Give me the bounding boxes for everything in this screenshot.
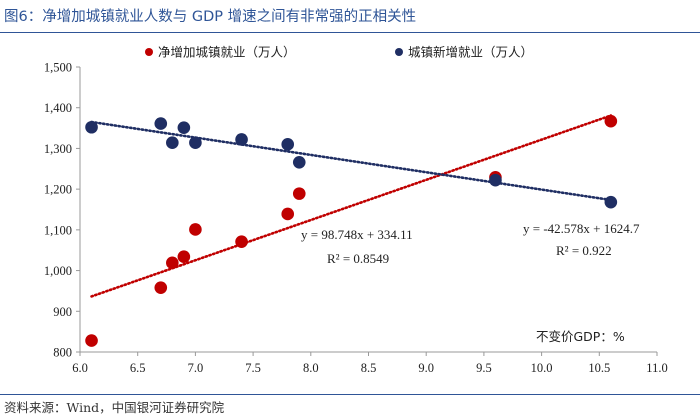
y-tick-label: 1,100: [44, 223, 72, 237]
y-tick-label: 800: [53, 346, 72, 360]
trend-equation-red: y = 98.748x + 334.11 R² = 0.8549: [301, 227, 413, 266]
data-point-red[interactable]: [281, 207, 295, 221]
x-tick-label: 10.5: [588, 361, 610, 375]
x-tick-label: 11.0: [646, 361, 667, 375]
source-note: 资料来源：Wind，中国银河证券研究院: [4, 400, 225, 415]
data-point-blue[interactable]: [489, 173, 502, 187]
data-point-blue[interactable]: [154, 117, 168, 130]
y-tick-label: 1,000: [44, 264, 72, 278]
r2-blue: R² = 0.922: [556, 243, 612, 258]
data-point-blue[interactable]: [235, 133, 248, 146]
legend-item-net-employment[interactable]: 净增加城镇就业（万人）: [145, 45, 296, 60]
equation-blue: y = -42.578x + 1624.7: [523, 221, 640, 236]
legend: 净增加城镇就业（万人） 城镇新增就业（万人）: [145, 45, 533, 60]
data-point-red[interactable]: [292, 187, 306, 200]
data-point-blue[interactable]: [177, 121, 191, 134]
x-tick-label: 6.0: [72, 361, 88, 375]
data-point-red[interactable]: [177, 250, 191, 264]
axes: [79, 67, 657, 353]
data-point-blue[interactable]: [189, 136, 202, 150]
y-tick-labels: 800 900 1,000 1,100 1,200 1,300 1,400 1,500: [44, 61, 80, 360]
x-tick-label: 9.0: [418, 361, 434, 375]
trendline-red: [90, 114, 613, 298]
x-tick-label: 8.0: [303, 361, 319, 375]
data-point-blue[interactable]: [292, 155, 306, 169]
data-point-red[interactable]: [604, 114, 618, 128]
legend-label-new-employment: 城镇新增就业（万人）: [408, 45, 533, 60]
legend-label-net-employment: 净增加城镇就业（万人）: [158, 45, 296, 60]
legend-marker-blue: [395, 48, 403, 56]
chart-title: 图6：净增加城镇就业人数与 GDP 增速之间有非常强的正相关性: [4, 9, 417, 25]
equation-red: y = 98.748x + 334.11: [301, 227, 413, 242]
x-tick-label: 7.5: [245, 361, 261, 375]
data-point-red[interactable]: [154, 281, 168, 294]
source-divider: [0, 394, 700, 395]
data-point-blue[interactable]: [604, 195, 618, 209]
data-point-red[interactable]: [166, 256, 179, 270]
x-tick-label: 8.5: [361, 361, 377, 375]
data-point-blue[interactable]: [281, 138, 295, 151]
data-point-red[interactable]: [189, 223, 202, 236]
gdp-unit-note: 不变价GDP：%: [536, 329, 625, 344]
x-tick-label: 7.0: [188, 361, 204, 375]
y-tick-label: 1,500: [44, 61, 72, 75]
data-points: [85, 114, 618, 347]
y-tick-label: 1,200: [44, 183, 72, 197]
data-point-red[interactable]: [85, 334, 98, 347]
data-point-blue[interactable]: [166, 136, 179, 150]
y-tick-label: 900: [53, 305, 72, 319]
trendline-blue: [90, 120, 613, 202]
legend-marker-red: [145, 48, 153, 56]
r2-red: R² = 0.8549: [327, 251, 389, 266]
x-tick-labels: 6.0 6.5 7.0 7.5 8.0 8.5 9.0 9.5 10.0 10.5 11.0: [72, 352, 668, 375]
data-point-blue[interactable]: [85, 120, 98, 134]
x-tick-label: 10.0: [531, 361, 553, 375]
y-tick-label: 1,300: [44, 142, 72, 156]
data-point-red[interactable]: [235, 235, 248, 248]
trendlines: [90, 114, 613, 298]
scatter-chart: 6.0 6.5 7.0 7.5 8.0 8.5 9.0 9.5 10.0 10.5 11.0 800…: [44, 45, 668, 376]
legend-item-new-employment[interactable]: 城镇新增就业（万人）: [395, 45, 533, 60]
x-tick-label: 9.5: [476, 361, 492, 375]
y-tick-label: 1,400: [44, 101, 72, 115]
title-divider: [0, 32, 700, 33]
x-tick-label: 6.5: [130, 361, 146, 375]
trend-equation-blue: y = -42.578x + 1624.7 R² = 0.922: [523, 221, 640, 258]
